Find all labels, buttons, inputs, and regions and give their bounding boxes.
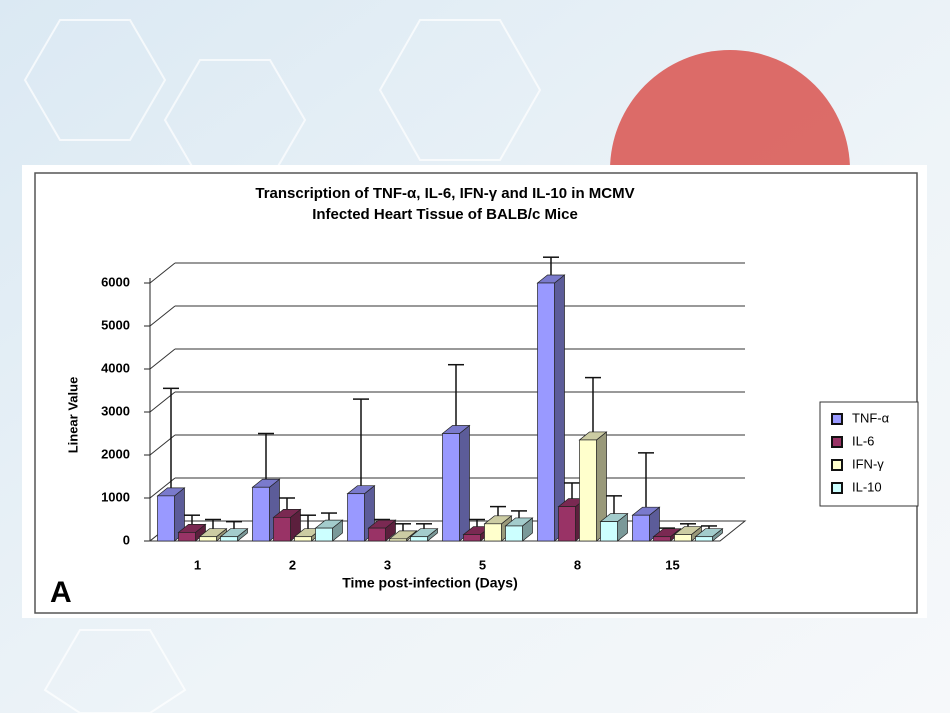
x-tick-label: 2: [289, 557, 296, 572]
bar: [463, 534, 481, 542]
x-tick-label: 5: [479, 557, 486, 572]
bar: [178, 532, 196, 542]
legend-label: TNF-α: [852, 410, 890, 425]
legend-swatch: [831, 459, 843, 471]
x-tick-label: 3: [384, 557, 391, 572]
x-axis-label: Time post-infection (Days): [342, 575, 518, 591]
bar: [484, 523, 502, 542]
bar: [674, 534, 692, 542]
grid-line: [149, 348, 176, 370]
bar: [220, 536, 238, 542]
x-tick-label: 1: [194, 557, 201, 572]
y-tick-label: 4000: [101, 360, 130, 375]
y-tick-label: 5000: [101, 317, 130, 332]
legend-label: IL-6: [852, 433, 874, 448]
bar: [505, 525, 523, 542]
bar: [315, 527, 333, 542]
bar: [600, 521, 618, 542]
legend-label: IL-10: [852, 479, 882, 494]
panel-label: A: [50, 576, 72, 609]
bar: [199, 536, 217, 542]
bar: [410, 536, 428, 542]
legend-swatch: [831, 482, 843, 494]
x-tick-label: 15: [665, 557, 679, 572]
bar-side: [554, 274, 565, 542]
bar: [632, 514, 650, 542]
bar: [537, 282, 555, 542]
chart-frame: [34, 172, 918, 614]
bar: [157, 495, 175, 542]
bar: [294, 536, 312, 542]
legend-swatch: [831, 436, 843, 448]
y-axis-label: Linear Value: [65, 377, 80, 454]
bar: [442, 433, 460, 542]
grid-line: [149, 262, 176, 284]
grid-line: [149, 305, 176, 327]
legend-label: IFN-γ: [852, 456, 884, 471]
y-tick-label: 3000: [101, 403, 130, 418]
y-tick-label: 1000: [101, 489, 130, 504]
chart-title: Infected Heart Tissue of BALB/c Mice: [312, 206, 578, 223]
bar: [347, 493, 365, 542]
bar: [368, 527, 386, 542]
bar: [558, 506, 576, 542]
y-tick-label: 2000: [101, 446, 130, 461]
chart-title: Transcription of TNF-α, IL-6, IFN-γ and …: [255, 185, 634, 202]
bar: [579, 439, 597, 542]
y-tick-label: 6000: [101, 274, 130, 289]
bar: [695, 536, 713, 542]
x-tick-label: 8: [574, 557, 581, 572]
legend-swatch: [831, 413, 843, 425]
bar: [273, 516, 291, 542]
bar: [653, 536, 671, 542]
bar-side: [459, 424, 470, 542]
bar: [389, 538, 407, 542]
bar: [252, 486, 270, 542]
y-tick-label: 0: [123, 532, 130, 547]
